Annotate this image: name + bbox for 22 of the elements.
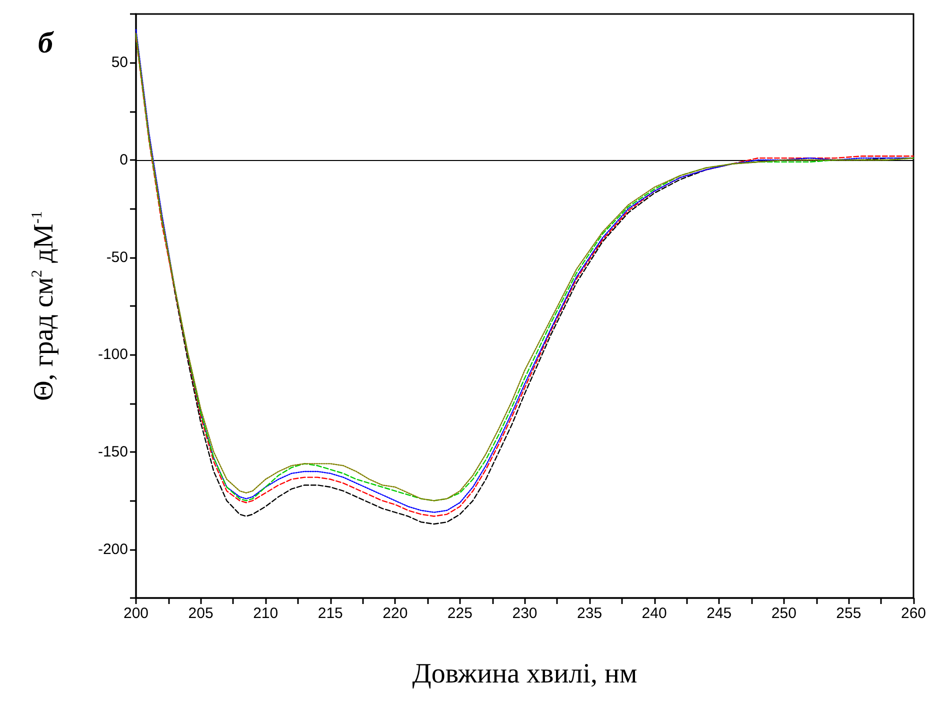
x-tick-label: 250: [771, 605, 796, 622]
x-tick-label: 235: [577, 605, 602, 622]
x-tick-label: 230: [512, 605, 538, 622]
x-tick-label: 215: [318, 605, 343, 622]
x-tick-label: 225: [447, 605, 472, 622]
y-tick-label: 0: [120, 152, 128, 168]
x-tick-label: 240: [642, 605, 667, 622]
x-tick-label: 220: [382, 605, 408, 622]
x-tick-label: 210: [253, 605, 278, 622]
x-axis-title: Довжина хвилі, нм: [412, 658, 638, 690]
y-axis-title: Θ, град см2 дМ-1: [28, 211, 60, 401]
x-tick-label: 205: [188, 605, 214, 622]
text: б: [38, 26, 54, 60]
x-tick-label: 200: [123, 605, 149, 622]
y-tick-label: 50: [111, 54, 128, 72]
y-tick-label: -150: [98, 444, 128, 460]
x-tick-label: 260: [900, 605, 926, 622]
x-tick-label: 245: [706, 605, 732, 622]
y-tick-label: -200: [98, 540, 128, 558]
y-tick-label: -100: [98, 346, 128, 364]
y-tick-label: -50: [106, 248, 128, 266]
x-tick-label: 255: [836, 605, 862, 622]
